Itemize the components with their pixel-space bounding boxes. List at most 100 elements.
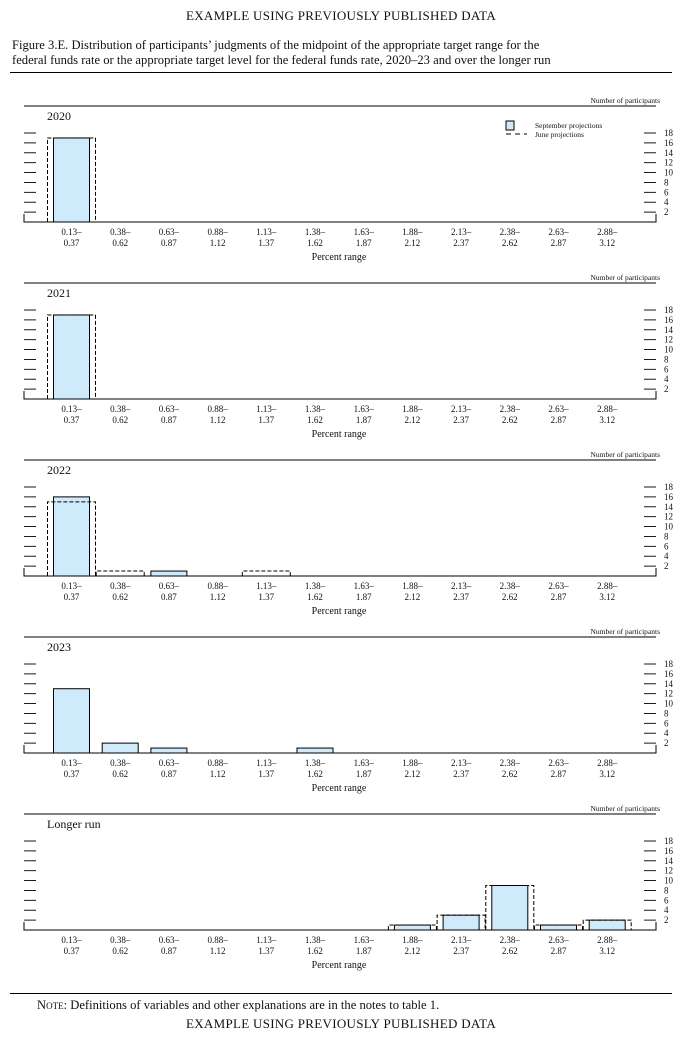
note-text: Definitions of variables and other expla… [70, 998, 440, 1012]
category-label-top: 2.13– [451, 581, 472, 591]
category-label-bottom: 3.12 [599, 238, 615, 248]
right-tick-label: 8 [664, 354, 669, 364]
right-tick-label: 6 [664, 364, 669, 374]
category-label-top: 0.88– [207, 581, 228, 591]
category-label-top: 2.88– [597, 404, 618, 414]
category-label-bottom: 3.12 [599, 415, 615, 425]
right-tick-label: 18 [664, 305, 674, 315]
june-bar [95, 570, 145, 576]
right-tick-label: 16 [664, 315, 674, 325]
category-label-top: 0.38– [110, 581, 131, 591]
y-axis-label: Number of participants [590, 627, 660, 636]
category-label-top: 2.13– [451, 404, 472, 414]
category-label-top: 1.38– [305, 935, 326, 945]
category-label-top: 2.13– [451, 227, 472, 237]
right-tick-label: 2 [664, 915, 669, 925]
category-label-bottom: 1.87 [356, 415, 372, 425]
category-label-bottom: 0.87 [161, 592, 177, 602]
september-bar [53, 496, 90, 577]
right-tick-label: 14 [664, 148, 674, 158]
category-label-bottom: 1.12 [210, 946, 226, 956]
right-tick-label: 12 [664, 335, 673, 345]
figure-title-line-2: federal funds rate or the appropriate ta… [12, 53, 551, 67]
right-tick-label: 18 [664, 128, 674, 138]
september-bar [296, 747, 334, 754]
category-label-bottom: 0.62 [112, 415, 128, 425]
category-label-bottom: 1.37 [258, 946, 274, 956]
category-label-bottom: 2.37 [453, 592, 469, 602]
category-label-bottom: 2.62 [502, 946, 518, 956]
panel-baseline [23, 568, 657, 577]
june-bar [47, 314, 96, 399]
panel-label: 2021 [47, 286, 71, 300]
category-label-bottom: 1.62 [307, 769, 323, 779]
right-tick-label: 4 [664, 551, 669, 561]
right-tick-label: 2 [664, 561, 669, 571]
category-label-bottom: 0.37 [64, 592, 80, 602]
september-bar [540, 924, 577, 931]
right-tick-label: 14 [664, 325, 674, 335]
category-label-top: 0.88– [207, 404, 228, 414]
category-label-top: 0.63– [159, 581, 180, 591]
category-label-bottom: 1.62 [307, 946, 323, 956]
x-axis-label: Percent range [312, 606, 367, 617]
september-bar [150, 747, 188, 754]
category-label-bottom: 2.62 [502, 592, 518, 602]
category-label-bottom: 2.87 [551, 592, 567, 602]
category-label-top: 1.63– [354, 758, 375, 768]
category-label-bottom: 2.62 [502, 415, 518, 425]
right-tick-label: 6 [664, 541, 669, 551]
category-label-top: 2.88– [597, 758, 618, 768]
category-label-top: 0.63– [159, 935, 180, 945]
category-label-bottom: 0.37 [64, 946, 80, 956]
x-axis-label: Percent range [312, 429, 367, 440]
panel-baseline [23, 745, 657, 754]
y-axis-label: Number of participants [590, 450, 660, 459]
right-tick-label: 14 [664, 502, 674, 512]
category-label-bottom: 2.37 [453, 415, 469, 425]
category-label-bottom: 1.12 [210, 592, 226, 602]
category-label-top: 1.63– [354, 404, 375, 414]
category-label-bottom: 3.12 [599, 946, 615, 956]
category-label-top: 2.63– [548, 404, 569, 414]
right-tick-label: 4 [664, 197, 669, 207]
panel-label: Longer run [47, 817, 101, 831]
footer-rule [10, 993, 672, 994]
category-label-bottom: 0.87 [161, 238, 177, 248]
june-bar [436, 914, 486, 930]
panel-1: Number of participants 2020 24681012141618… [23, 96, 674, 263]
title-rule [10, 72, 672, 73]
category-label-bottom: 1.87 [356, 238, 372, 248]
category-label-bottom: 1.62 [307, 592, 323, 602]
category-label-top: 0.63– [159, 227, 180, 237]
september-bar [393, 924, 431, 931]
june-bar [485, 885, 535, 930]
category-label-bottom: 1.37 [258, 238, 274, 248]
category-label-bottom: 1.37 [258, 415, 274, 425]
category-label-top: 2.38– [500, 227, 521, 237]
y-axis-label: Number of participants [590, 273, 660, 282]
category-label-bottom: 2.62 [502, 769, 518, 779]
category-label-bottom: 0.62 [112, 769, 128, 779]
category-label-top: 1.88– [402, 404, 423, 414]
category-label-bottom: 1.12 [210, 415, 226, 425]
category-label-bottom: 0.87 [161, 415, 177, 425]
category-label-top: 0.13– [61, 935, 82, 945]
right-tick-label: 12 [664, 866, 673, 876]
category-label-top: 2.88– [597, 581, 618, 591]
figure-title-line-1: Figure 3.E. Distribution of participants… [12, 38, 540, 52]
panel-label: 2022 [47, 463, 71, 477]
right-tick-label: 16 [664, 846, 674, 856]
right-tick-label: 4 [664, 374, 669, 384]
right-tick-label: 6 [664, 895, 669, 905]
header-banner: EXAMPLE USING PREVIOUSLY PUBLISHED DATA [185, 8, 497, 23]
right-tick-label: 10 [664, 699, 674, 709]
category-label-top: 2.63– [548, 227, 569, 237]
x-axis-label: Percent range [312, 783, 367, 794]
category-label-top: 2.13– [451, 758, 472, 768]
category-label-bottom: 0.62 [112, 592, 128, 602]
right-tick-label: 2 [664, 738, 669, 748]
right-tick-label: 18 [664, 659, 674, 669]
right-tick-label: 10 [664, 876, 674, 886]
